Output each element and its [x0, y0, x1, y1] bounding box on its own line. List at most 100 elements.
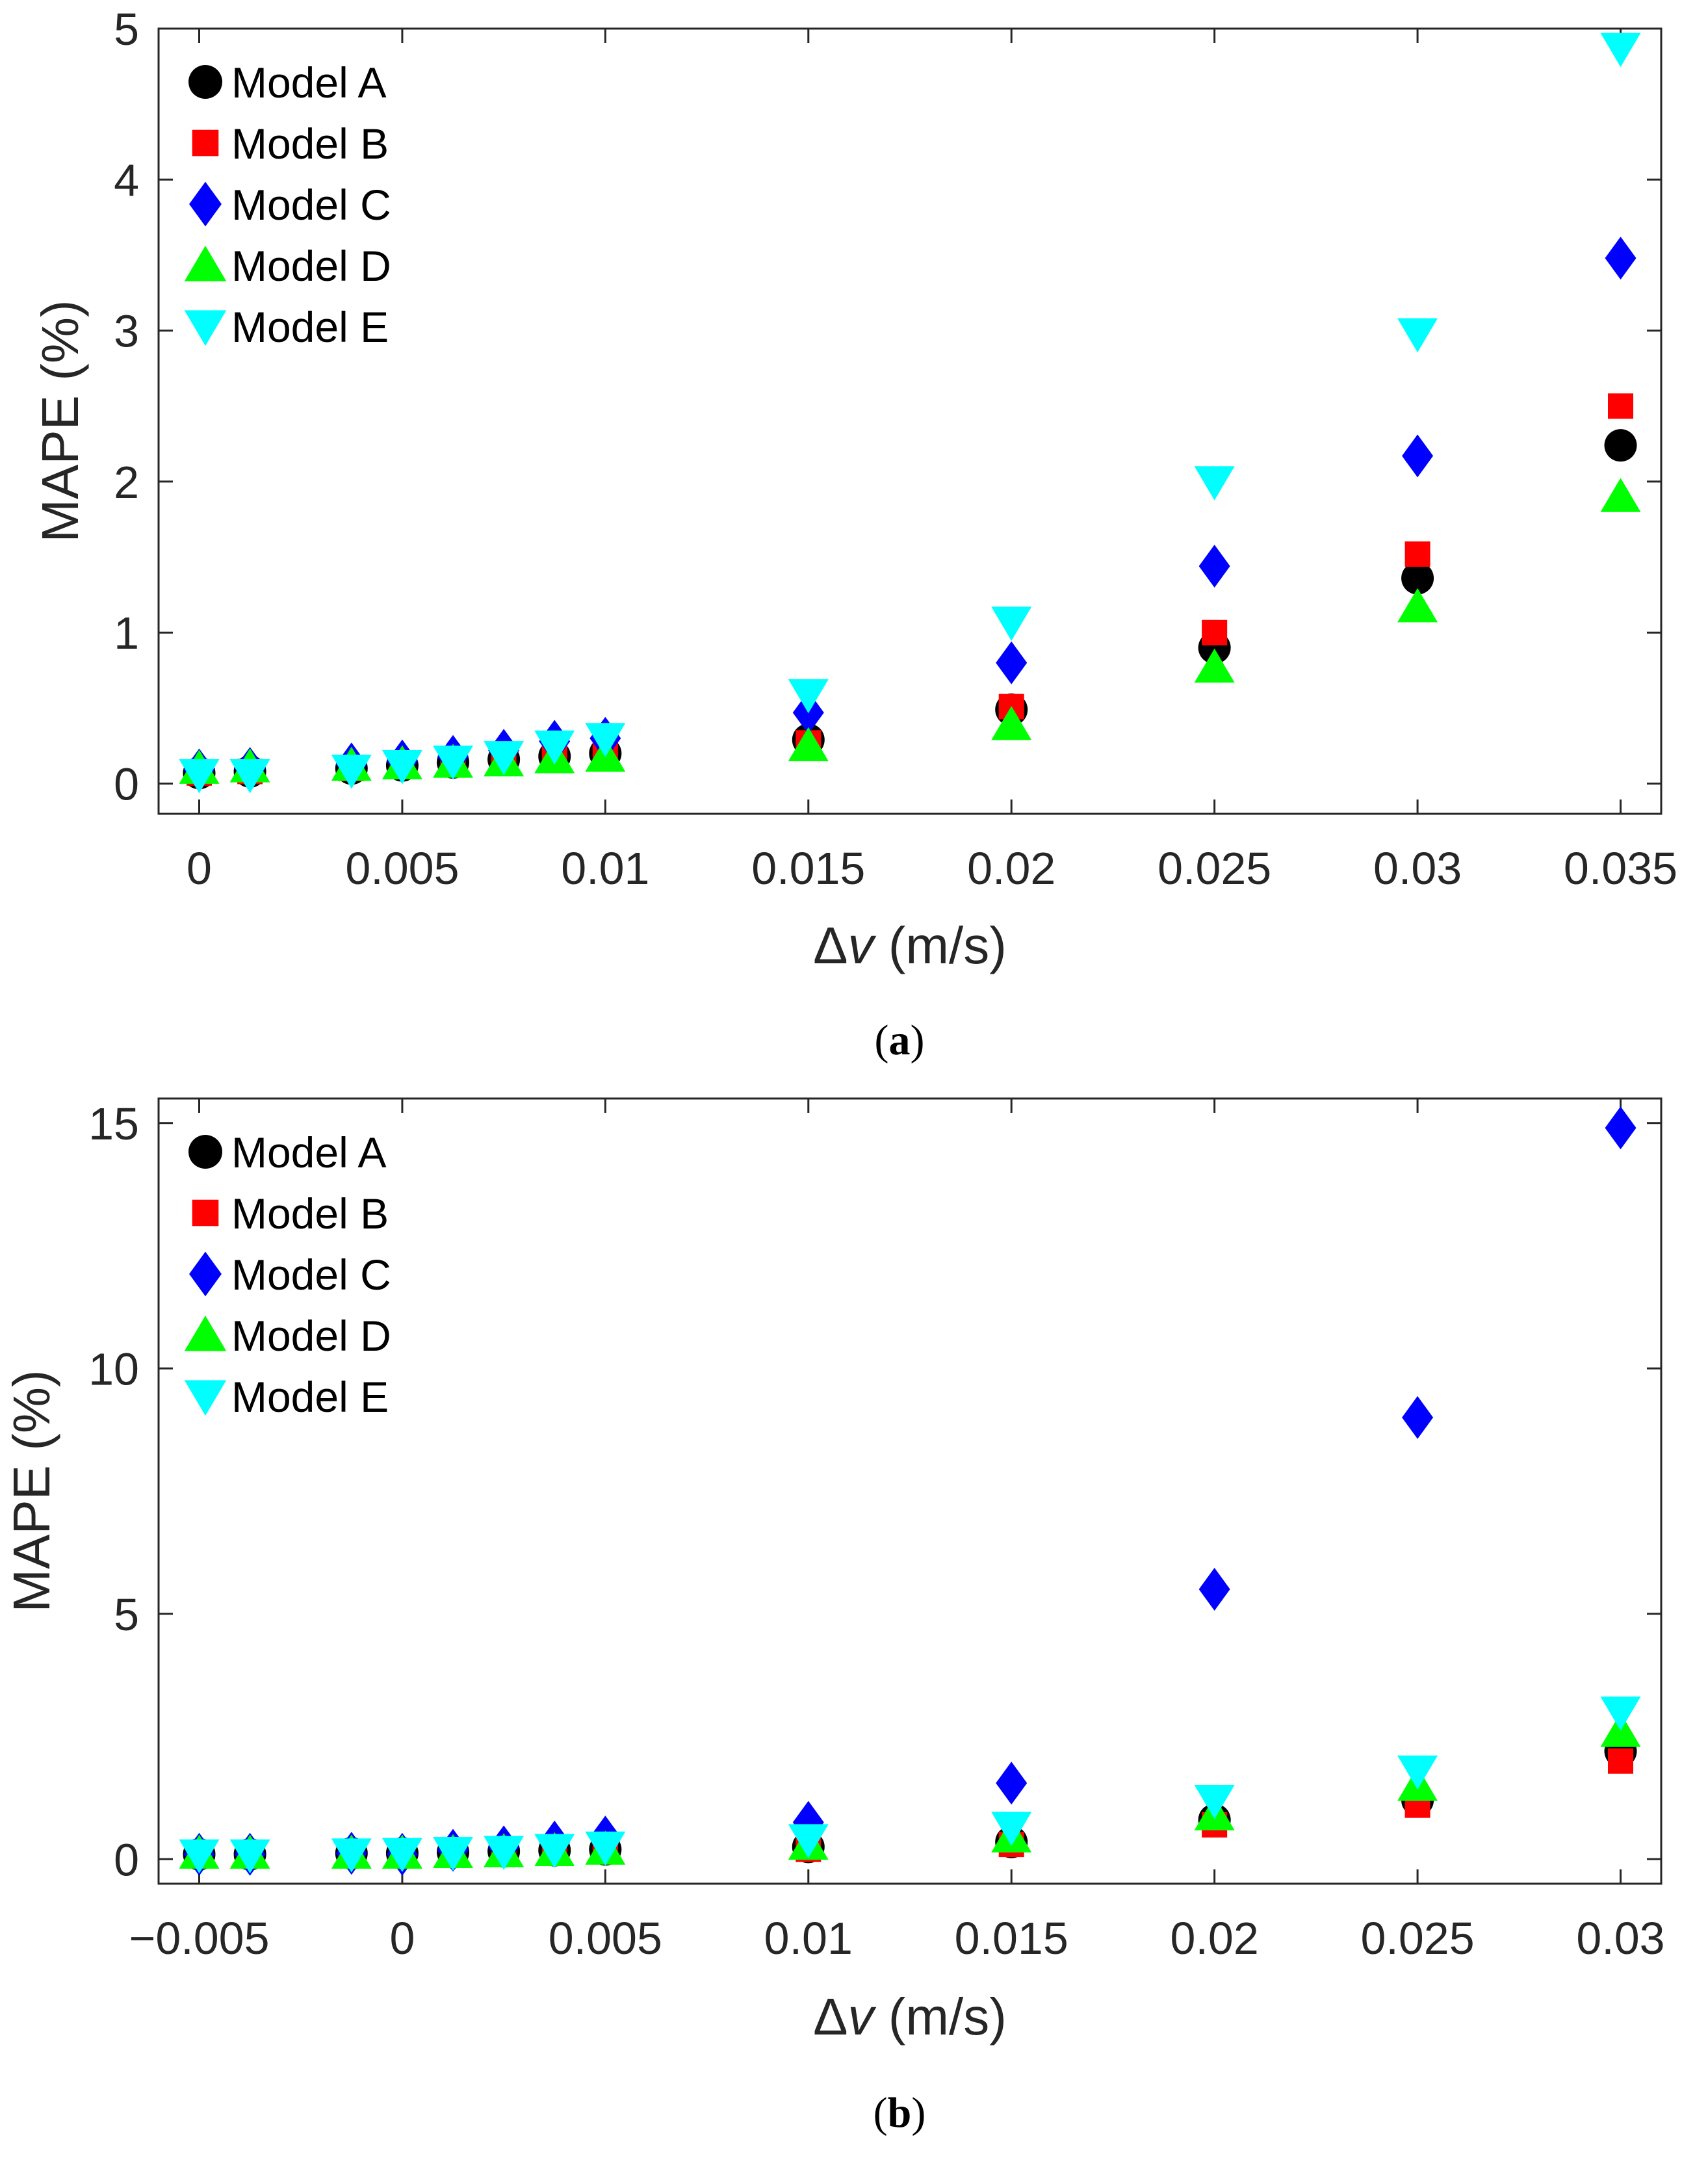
data-point: [1397, 1755, 1438, 1790]
data-point: [382, 1838, 422, 1873]
y-tick-label: 15: [88, 1098, 139, 1149]
x-tick-label: 0.03: [1576, 1913, 1664, 1964]
x-tick-label: 0.01: [764, 1913, 853, 1964]
plot-area-frame: [157, 27, 1663, 815]
legend-label: Model D: [231, 242, 391, 290]
legend-label: Model A: [231, 58, 386, 107]
data-point: [1202, 619, 1228, 645]
data-point: [179, 759, 220, 794]
legend-label: Model B: [231, 1190, 389, 1238]
data-point: [484, 1836, 524, 1871]
legend-label: Model A: [231, 1128, 386, 1176]
data-point: [331, 1838, 372, 1873]
y-tick-label: 5: [114, 1589, 139, 1640]
x-tick-label: 0.025: [1158, 843, 1271, 894]
y-tick-label: 10: [88, 1344, 139, 1394]
legend-marker: [192, 1199, 219, 1227]
x-tick-label: 0.015: [955, 1913, 1068, 1964]
legend-marker: [189, 181, 222, 227]
data-point: [1608, 393, 1634, 419]
legend-label: Model E: [231, 1373, 389, 1421]
data-point: [1605, 1106, 1637, 1150]
x-tick-label: 0.025: [1360, 1913, 1474, 1964]
data-point: [534, 730, 575, 765]
y-axis-label: MAPE (%): [3, 1370, 60, 1612]
series-model-e: [179, 32, 1641, 794]
data-point: [1402, 434, 1434, 478]
data-point: [1198, 545, 1230, 588]
data-point: [788, 727, 829, 762]
y-tick-label: 5: [114, 4, 139, 55]
legend-label: Model C: [231, 181, 391, 229]
data-point: [788, 1824, 829, 1858]
x-axis-label-prefix: Δ: [813, 916, 848, 974]
x-tick-label: 0: [389, 1913, 415, 1964]
data-point: [382, 750, 422, 785]
data-point: [1404, 541, 1430, 567]
x-tick-label: 0.035: [1564, 843, 1677, 894]
data-point: [991, 1812, 1032, 1847]
chart-panel-b: −0.005 0 0.005 0.01 0.015 0.02 0.025 0.03 0 5 10 15…: [3, 1097, 1665, 2137]
data-point: [585, 723, 626, 757]
data-point: [1605, 237, 1637, 280]
data-point: [1608, 1748, 1634, 1774]
data-point: [484, 741, 524, 775]
data-point: [1600, 32, 1641, 68]
data-point: [229, 759, 270, 794]
legend: Model A Model B Model C Model D Model E: [184, 58, 391, 351]
data-point: [1397, 318, 1438, 353]
y-tick-label: 0: [114, 1834, 139, 1885]
chart-panel-a: 0 0.005 0.01 0.015 0.02 0.025 0.03 0.035 0 1 2 3 4 5 Δ…: [31, 4, 1677, 1064]
x-axis-label-prefix: Δ: [813, 1988, 848, 2046]
caption-letter: b: [888, 2089, 912, 2137]
x-axis-label-unit: (m/s): [874, 1988, 1007, 2046]
y-tick-label: 4: [114, 155, 139, 205]
data-point: [1402, 1396, 1434, 1439]
legend: Model A Model B Model C Model D Model E: [184, 1128, 391, 1421]
x-axis-label: Δv (m/s): [813, 916, 1007, 974]
legend-marker: [184, 310, 227, 346]
data-point: [433, 1837, 474, 1871]
x-tick-label: 0.005: [549, 1913, 662, 1964]
data-point: [991, 706, 1032, 740]
legend-marker: [188, 1135, 222, 1169]
x-axis-label-variable: v: [848, 916, 877, 974]
panel-caption: (b): [873, 2089, 926, 2137]
y-axis-label: MAPE (%): [31, 300, 89, 542]
data-point: [1194, 466, 1235, 500]
data-point: [585, 1831, 626, 1866]
data-point: [788, 679, 829, 714]
legend-marker: [184, 245, 227, 281]
legend-marker: [184, 1315, 227, 1351]
series-model-e: [179, 1696, 1641, 1874]
legend-marker: [189, 1251, 222, 1297]
caption-letter: a: [889, 1017, 911, 1064]
caption-open-paren: (: [875, 1017, 889, 1064]
legend-label: Model C: [231, 1251, 391, 1299]
x-tick-label: 0.03: [1373, 843, 1462, 894]
x-tick-label: −0.005: [129, 1913, 269, 1964]
data-point: [991, 606, 1032, 641]
legend-marker: [188, 65, 222, 99]
data-point: [1397, 588, 1438, 623]
data-point: [331, 755, 372, 789]
plot-area-frame: [157, 1097, 1663, 1885]
data-point: [229, 1839, 270, 1874]
caption-close-paren: ): [911, 2089, 925, 2137]
data-point: [996, 641, 1028, 684]
y-tick-label: 2: [114, 457, 139, 508]
legend-marker: [184, 1380, 227, 1416]
data-point: [1604, 429, 1637, 462]
data-point: [1600, 1696, 1641, 1731]
data-point: [534, 1834, 575, 1869]
x-axis-label-variable: v: [848, 1988, 877, 2046]
legend-marker: [192, 129, 219, 157]
x-tick-label: 0: [187, 843, 212, 894]
data-point: [1194, 1785, 1235, 1819]
x-tick-label: 0.005: [345, 843, 459, 894]
data-point: [1401, 562, 1434, 595]
legend-label: Model D: [231, 1312, 391, 1360]
y-tick-label: 3: [114, 306, 139, 357]
y-tick-label: 1: [114, 608, 139, 658]
